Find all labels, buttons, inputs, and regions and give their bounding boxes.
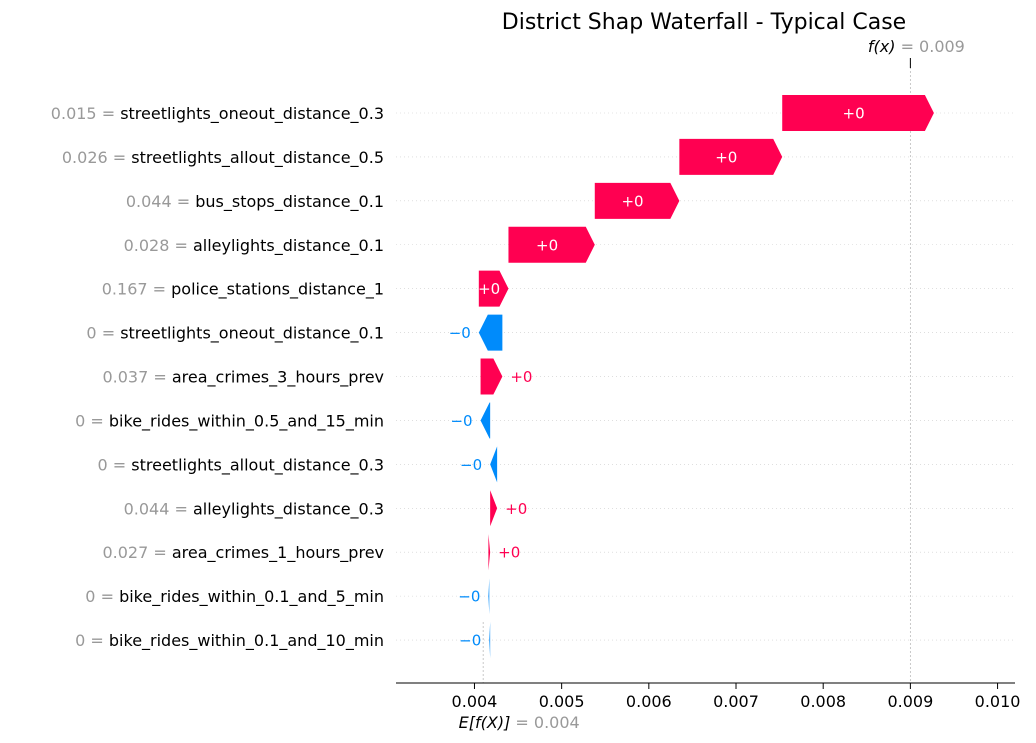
feature-name: area_crimes_1_hours_prev (172, 543, 384, 563)
feature-value: 0.044 (124, 499, 170, 518)
feature-name: bike_rides_within_0.5_and_15_min (109, 411, 384, 431)
equals-sign: = (85, 411, 109, 430)
feature-label: 0.015 = streetlights_oneout_distance_0.3 (51, 104, 384, 124)
ex-label: E[f(X)] (459, 713, 511, 732)
shap-value-label: +0 (505, 500, 527, 518)
feature-value: 0.026 (62, 148, 108, 167)
equals-sign: = (95, 587, 119, 606)
shap-value-label: −0 (460, 456, 482, 474)
feature-value: 0.037 (102, 368, 148, 387)
x-tick-label: 0.004 (452, 692, 498, 711)
equals-sign: = (148, 280, 172, 299)
feature-label: 0 = bike_rides_within_0.1_and_5_min (85, 587, 384, 607)
feature-label: 0 = bike_rides_within_0.5_and_15_min (75, 411, 384, 431)
feature-name: alleylights_distance_0.3 (193, 499, 384, 519)
shap-value-label: +0 (621, 192, 643, 210)
equals-sign: = (108, 455, 132, 474)
feature-value: 0.044 (126, 192, 172, 211)
equals-sign: = (169, 499, 193, 518)
feature-name: bus_stops_distance_0.1 (195, 192, 384, 212)
ex-annotation: E[f(X)] = 0.004 (459, 713, 580, 732)
equals-sign: = (148, 543, 172, 562)
feature-label: 0.044 = alleylights_distance_0.3 (124, 499, 384, 519)
shap-value-label: +0 (536, 236, 558, 254)
positive-shap-bar (594, 182, 680, 219)
shap-value-label: −0 (450, 412, 472, 430)
fx-annotation: f(x) = 0.009 (868, 37, 965, 56)
x-tick-label: 0.006 (626, 692, 672, 711)
feature-value: 0.015 (51, 104, 97, 123)
negative-shap-bar (489, 622, 491, 659)
shap-value-label: +0 (498, 544, 520, 562)
waterfall-bars: +0 +0 +0 +0 +0 −0 +0 −0 −0 +0 +0 −0 −0 (449, 95, 934, 659)
feature-label: 0.026 = streetlights_allout_distance_0.5 (62, 148, 384, 168)
negative-shap-bar (488, 578, 490, 615)
feature-label: 0.027 = area_crimes_1_hours_prev (102, 543, 384, 563)
shap-value-label: −0 (459, 632, 481, 650)
feature-value: 0.028 (124, 236, 170, 255)
positive-shap-bar (480, 358, 503, 395)
x-tick-label: 0.007 (713, 692, 759, 711)
negative-shap-bar (490, 446, 498, 483)
x-tick-label: 0.009 (887, 692, 933, 711)
feature-name: bike_rides_within_0.1_and_10_min (109, 631, 384, 651)
positive-shap-bar (679, 138, 783, 175)
x-tick-label: 0.008 (800, 692, 846, 711)
feature-label: 0 = streetlights_allout_distance_0.3 (98, 455, 385, 475)
feature-label: 0.037 = area_crimes_3_hours_prev (102, 368, 384, 388)
positive-shap-bar (782, 95, 934, 131)
shap-value-label: −0 (458, 588, 480, 606)
feature-name: police_stations_distance_1 (171, 280, 384, 300)
negative-shap-bar (478, 314, 503, 351)
positive-shap-bar (478, 270, 509, 307)
ex-value: = 0.004 (515, 713, 579, 732)
x-tick-label: 0.005 (539, 692, 585, 711)
equals-sign: = (169, 236, 193, 255)
chart-title: District Shap Waterfall - Typical Case (502, 10, 906, 35)
shap-value-label: −0 (449, 324, 471, 342)
x-axis: 0.004 0.005 0.006 0.007 0.008 0.009 0.010 (396, 682, 1021, 711)
feature-name: streetlights_allout_distance_0.5 (131, 148, 384, 168)
equals-sign: = (108, 148, 132, 167)
positive-shap-bar (508, 226, 595, 263)
feature-label: 0 = bike_rides_within_0.1_and_10_min (75, 631, 384, 651)
feature-name: bike_rides_within_0.1_and_5_min (119, 587, 384, 607)
feature-name: area_crimes_3_hours_prev (172, 368, 384, 388)
feature-label: 0.167 = police_stations_distance_1 (102, 280, 384, 300)
shap-value-label: +0 (478, 280, 500, 298)
negative-shap-bar (480, 402, 491, 439)
feature-value: 0 (75, 411, 85, 430)
feature-value: 0.167 (102, 280, 148, 299)
equals-sign: = (85, 631, 109, 650)
x-tick-label: 0.010 (975, 692, 1021, 711)
feature-value: 0 (86, 324, 96, 343)
positive-shap-bar (490, 490, 498, 527)
feature-label: 0.028 = alleylights_distance_0.1 (124, 236, 384, 256)
expected-value-annotations: f(x) = 0.009 E[f(X)] = 0.004 (459, 37, 965, 732)
fx-value: = 0.009 (901, 37, 965, 56)
feature-value: 0 (75, 631, 85, 650)
shap-value-label: +0 (715, 148, 737, 166)
shap-value-label: +0 (843, 105, 865, 123)
shap-value-label: +0 (510, 368, 532, 386)
feature-name: streetlights_oneout_distance_0.3 (120, 104, 384, 124)
equals-sign: = (97, 324, 121, 343)
feature-value: 0 (98, 455, 108, 474)
feature-name: streetlights_oneout_distance_0.1 (120, 324, 384, 344)
equals-sign: = (148, 368, 172, 387)
equals-sign: = (172, 192, 196, 211)
positive-shap-bar (488, 534, 491, 571)
equals-sign: = (97, 104, 121, 123)
feature-value: 0 (85, 587, 95, 606)
feature-name: alleylights_distance_0.1 (193, 236, 384, 256)
reference-lines (482, 58, 911, 683)
feature-value: 0.027 (102, 543, 148, 562)
feature-label: 0 = streetlights_oneout_distance_0.1 (86, 324, 384, 344)
feature-label: 0.044 = bus_stops_distance_0.1 (126, 192, 384, 212)
feature-labels: 0.015 = streetlights_oneout_distance_0.3… (51, 104, 384, 651)
fx-label: f(x) (868, 37, 896, 56)
feature-name: streetlights_allout_distance_0.3 (131, 455, 384, 475)
